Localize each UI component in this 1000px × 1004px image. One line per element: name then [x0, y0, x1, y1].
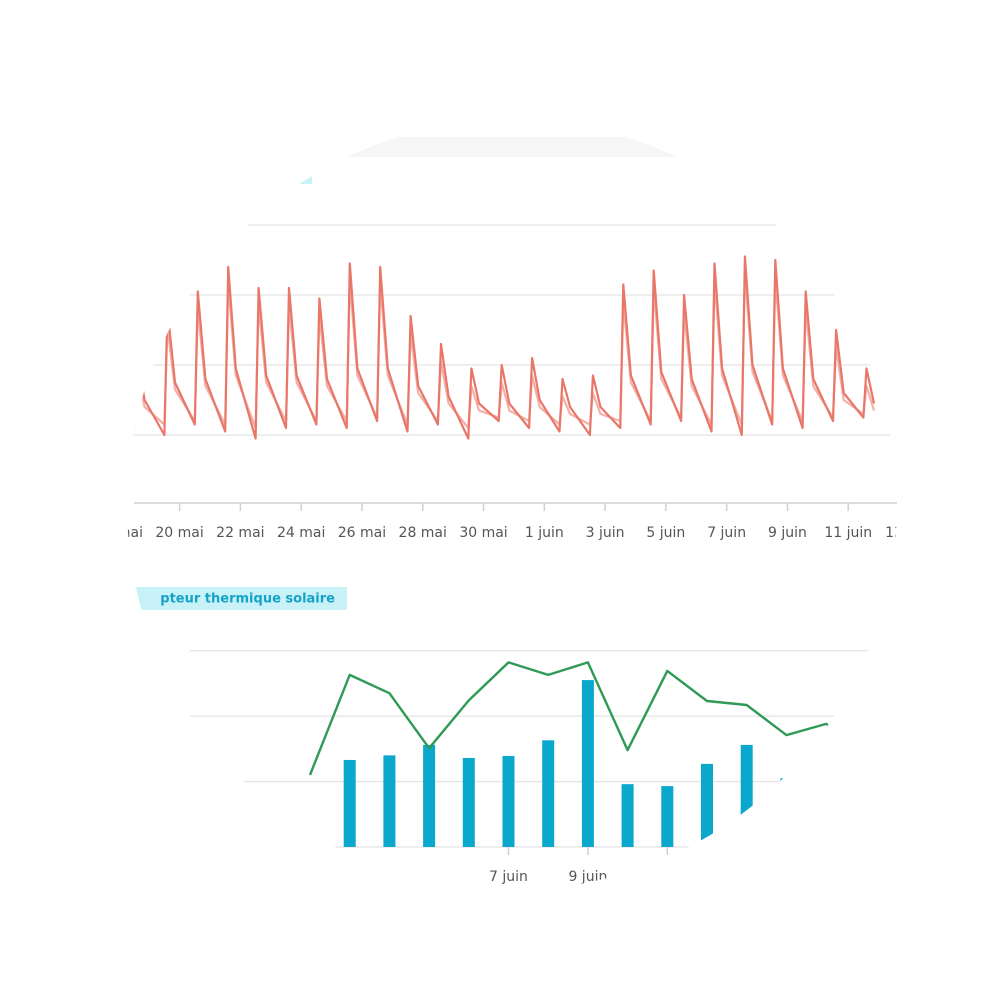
x-tick-label: 3 juin: [586, 525, 625, 541]
cropped-view: 18 mai 20 mai 22 mai 24 mai 26 mai 28 mai 30 m…: [95, 137, 933, 885]
title-badge: [127, 587, 347, 610]
bar: [343, 759, 356, 847]
bar: [462, 757, 475, 847]
x-tick-label: 30 mai: [459, 525, 507, 541]
bar: [423, 744, 436, 847]
bar: [701, 763, 713, 847]
x-tick-label: 20 mai: [155, 525, 203, 541]
x-tick-label: 24 mai: [277, 525, 325, 541]
bar: [542, 740, 555, 847]
line-series: [308, 661, 867, 776]
bar: [502, 756, 515, 847]
x-tick-label: 11 juin: [824, 525, 872, 541]
x-tick-label: 7 juin: [489, 869, 528, 885]
bar: [780, 778, 793, 847]
bar: [581, 680, 594, 847]
x-tick-label: 22 mai: [216, 525, 264, 541]
x-tick-label: 5 juin: [646, 525, 685, 541]
x-tick-label: 11 juin: [643, 869, 691, 885]
bar: [661, 786, 674, 847]
x-tick-label: 9 juin: [768, 525, 807, 541]
chart-title: maire: [263, 165, 305, 180]
card-header: [127, 137, 897, 157]
x-tick-label: 1 juin: [525, 525, 564, 541]
bar: [383, 755, 396, 847]
x-tick-label: 18 mai: [95, 525, 143, 541]
x-tick-label: 9 juin: [568, 869, 607, 885]
bar: [740, 744, 753, 847]
x-tick-label: 7 juin: [707, 525, 746, 541]
x-tick-label: 26 mai: [338, 525, 386, 541]
bar: [621, 784, 634, 847]
title-badge: [200, 158, 312, 184]
chart-title: pteur thermique solaire: [160, 592, 335, 607]
x-tick-label: 13 juin: [885, 525, 933, 541]
line-series: [132, 255, 876, 440]
x-tick-label: 28 mai: [399, 525, 447, 541]
bar: [820, 776, 833, 847]
